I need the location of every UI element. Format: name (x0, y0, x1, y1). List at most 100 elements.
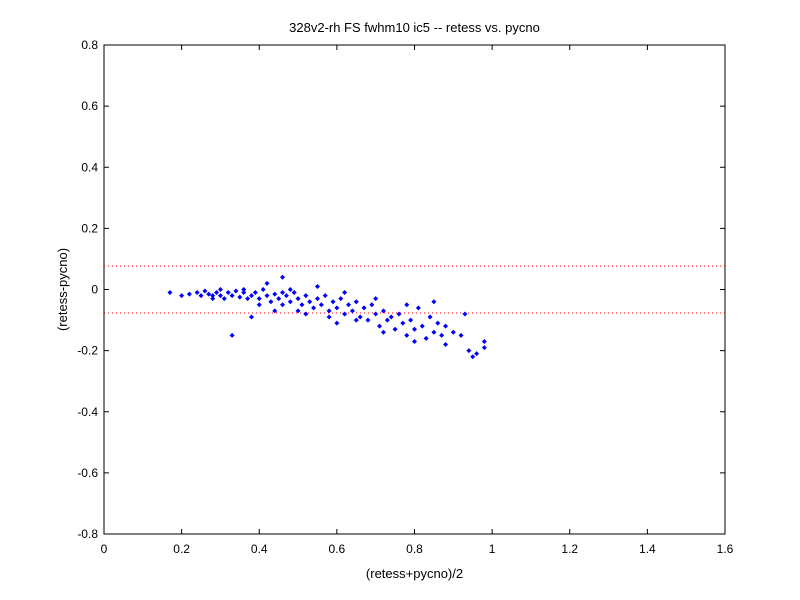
data-point (248, 293, 254, 299)
data-point (303, 293, 309, 299)
data-point (233, 288, 239, 294)
data-point (423, 335, 429, 341)
x-tick-label: 1.4 (639, 542, 656, 556)
data-point (291, 290, 297, 296)
data-point (412, 338, 417, 344)
data-point (361, 305, 367, 311)
y-tick-label: 0.6 (81, 99, 98, 113)
y-axis-ticks: 0.8 0.6 0.4 0.2 0 -0.2 -0.4 -0.6 -0.8 (77, 38, 725, 541)
data-point (357, 314, 363, 320)
data-point (380, 308, 386, 314)
data-point (280, 302, 286, 308)
data-point (260, 287, 266, 292)
data-point (373, 311, 379, 317)
x-tick-label: 0.4 (251, 542, 268, 556)
x-tick-label: 1 (489, 542, 496, 556)
data-point (314, 296, 320, 302)
data-point (380, 329, 386, 335)
x-tick-label: 0.6 (329, 542, 346, 556)
data-point (404, 302, 410, 308)
data-point (264, 280, 270, 286)
data-point (334, 305, 340, 311)
data-point (443, 323, 449, 329)
x-tick-label: 1.2 (561, 542, 578, 556)
data-point (334, 320, 340, 326)
data-point (303, 311, 309, 317)
data-point (295, 308, 301, 314)
y-tick-label: -0.8 (77, 527, 98, 541)
data-point (229, 293, 235, 299)
data-point (245, 296, 251, 302)
data-point (299, 302, 305, 308)
data-point (450, 329, 456, 335)
data-point (415, 305, 421, 311)
data-point (322, 293, 328, 299)
data-point (349, 308, 355, 314)
data-point (427, 314, 433, 320)
data-point (198, 293, 204, 299)
x-tick-label: 0.8 (406, 542, 423, 556)
data-point (353, 317, 359, 323)
data-point (365, 317, 371, 323)
data-point (287, 287, 293, 292)
data-point (272, 291, 278, 297)
data-point (369, 302, 375, 308)
y-tick-label: 0 (91, 283, 98, 297)
data-point (373, 296, 379, 302)
data-point (194, 290, 200, 296)
data-point (431, 299, 437, 305)
data-point (481, 345, 487, 351)
y-tick-label: 0.8 (81, 38, 98, 52)
data-point (466, 348, 472, 354)
y-tick-label: -0.6 (77, 466, 98, 480)
x-axis-ticks: 0 0.2 0.4 0.6 0.8 1 1.2 1.4 1.6 (101, 45, 734, 556)
data-point (179, 293, 185, 299)
data-point (419, 323, 425, 329)
x-tick-label: 0.2 (173, 542, 190, 556)
data-point (431, 329, 437, 335)
data-point (408, 317, 414, 323)
data-point (256, 296, 262, 302)
data-point (264, 293, 270, 299)
data-point (311, 305, 317, 311)
chart-title: 328v2-rh FS fwhm10 ic5 -- retess vs. pyc… (289, 20, 540, 35)
data-point (384, 317, 390, 323)
x-tick-label: 1.6 (717, 542, 734, 556)
data-point (268, 299, 274, 305)
data-point (377, 323, 383, 329)
data-point (326, 308, 332, 314)
data-point (353, 299, 359, 305)
data-point (280, 274, 286, 280)
data-point (210, 293, 216, 299)
data-point (346, 302, 352, 308)
data-point (400, 320, 406, 326)
data-point (229, 332, 235, 338)
data-point (217, 287, 223, 292)
data-point (252, 290, 258, 296)
data-point (202, 288, 208, 294)
data-point (481, 338, 487, 344)
data-point (287, 299, 293, 305)
y-tick-label: 0.4 (81, 160, 98, 174)
data-point (225, 290, 231, 296)
data-point (326, 314, 332, 320)
data-point (404, 332, 410, 338)
data-point (295, 296, 301, 302)
data-point (458, 332, 464, 338)
data-point (388, 314, 394, 320)
data-point (342, 311, 348, 317)
data-point (392, 326, 398, 332)
data-point (462, 311, 468, 317)
data-point (186, 291, 192, 297)
data-points (167, 274, 487, 360)
data-point (214, 290, 220, 296)
data-point (276, 296, 282, 302)
y-tick-label: -0.2 (77, 344, 98, 358)
data-point (248, 314, 254, 320)
data-point (396, 311, 402, 317)
data-point (217, 293, 223, 299)
data-point (241, 290, 247, 296)
data-point (221, 296, 227, 302)
data-point (256, 302, 262, 308)
